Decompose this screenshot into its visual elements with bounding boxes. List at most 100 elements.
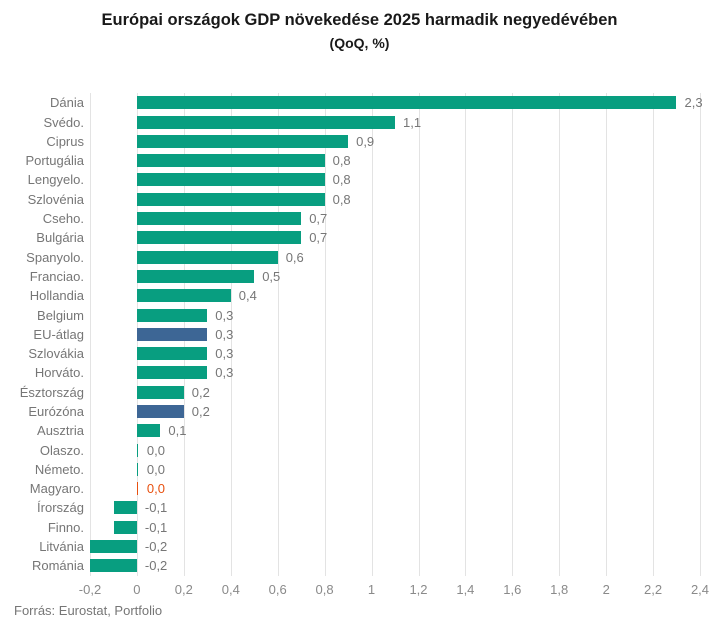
category-label: Portugália [25,153,84,169]
value-label: 0,4 [238,288,257,304]
category-label: Cseho. [42,210,84,226]
category-label: Finno. [47,519,84,535]
bar [136,366,208,380]
category-label: Magyaro. [29,481,84,497]
bar [136,115,395,129]
bar [136,134,349,148]
chart-title: Európai országok GDP növekedése 2025 har… [101,11,618,29]
value-label: 0,7 [309,210,328,226]
value-label: 2,3 [684,95,703,111]
value-label: 0,6 [285,249,304,265]
bar [136,308,208,322]
value-label: 0,8 [332,191,351,207]
value-label: 0,1 [168,423,187,439]
value-label: 0,7 [309,230,328,246]
bar [136,211,302,225]
category-label: Franciao. [29,268,84,284]
category-label: Litvánia [39,539,84,554]
gridline [90,93,91,576]
x-tick-label: 0,4 [221,581,240,597]
category-label: Hollandia [29,288,84,304]
bar [136,173,325,187]
gridline [324,93,326,576]
category-label: Ciprus [46,133,84,149]
bar [136,347,208,361]
category-label: EU-átlag [33,326,84,342]
category-label: Észtország [19,384,84,400]
x-tick-label: 2,4 [690,581,710,597]
x-tick-label: -0,2 [78,581,102,597]
value-label: -0,1 [144,500,168,516]
x-tick-label: 1,2 [409,581,428,597]
bar [136,462,139,476]
gridline [371,93,373,576]
chart-subtitle: (QoQ, %) [329,35,390,51]
value-label: -0,1 [144,519,168,535]
value-label: 0,0 [146,442,165,458]
bar [136,443,139,457]
bar [136,154,325,168]
x-tick-label: 0 [133,581,141,597]
category-label: Eurózóna [28,403,84,419]
category-label: Olaszo. [39,442,84,458]
bar [136,192,325,206]
category-label: Írország [37,500,84,516]
gridline [465,93,467,576]
category-label: Ausztria [37,423,84,439]
gridline [606,93,608,576]
bar [136,482,139,496]
source-note: Forrás: Eurostat, Portfolio [14,603,163,618]
x-tick-label: 2 [602,581,610,597]
value-label: 0,2 [191,384,210,400]
gridline [559,93,561,576]
value-label: 0,3 [215,326,234,342]
bar [90,540,137,553]
bar [136,231,302,245]
category-label: Németo. [34,461,84,477]
category-label: Bulgária [36,230,84,246]
value-label: -0,2 [144,539,168,554]
x-tick-label: 1 [367,581,376,597]
bar [136,404,184,418]
x-tick-label: 0,6 [268,581,287,597]
x-tick-label: 0,2 [174,581,193,597]
gridline [653,93,655,576]
category-label: Svédo. [43,114,84,130]
x-tick-label: 2,2 [644,581,663,597]
value-label: 0,3 [215,307,234,323]
x-tick-label: 1,8 [550,581,569,597]
gridline [230,93,232,576]
bar [113,501,137,515]
category-label: Szlovénia [27,191,84,207]
value-label: 0,3 [215,346,234,362]
bar [136,289,231,303]
value-label: 0,8 [332,153,351,169]
x-tick-label: 1,4 [456,581,475,597]
value-label: -0,2 [144,558,168,574]
category-label: Belgium [37,307,84,323]
category-label: Szlovákia [28,346,84,362]
value-label: 0,9 [356,133,375,149]
gridline [277,93,279,576]
gridline [512,93,514,576]
bar [90,559,137,573]
category-label: Horváto. [34,365,84,381]
bar [136,96,677,110]
bar [136,327,208,341]
value-label: 0,2 [191,403,210,419]
bar [136,424,161,438]
bar [113,520,137,534]
category-label: Dánia [50,95,84,111]
value-label: 0,5 [262,268,281,284]
category-label: Románia [31,558,84,574]
gridline [700,93,701,576]
bar [136,250,278,264]
value-label: 0,0 [146,461,165,477]
x-tick-label: 1,6 [503,581,522,597]
category-label: Lengyelo. [27,172,84,188]
category-label: Spanyolo. [26,249,84,265]
value-label: 0,3 [215,365,234,381]
value-label: 1,1 [403,114,422,130]
value-label: 0,8 [332,172,351,188]
